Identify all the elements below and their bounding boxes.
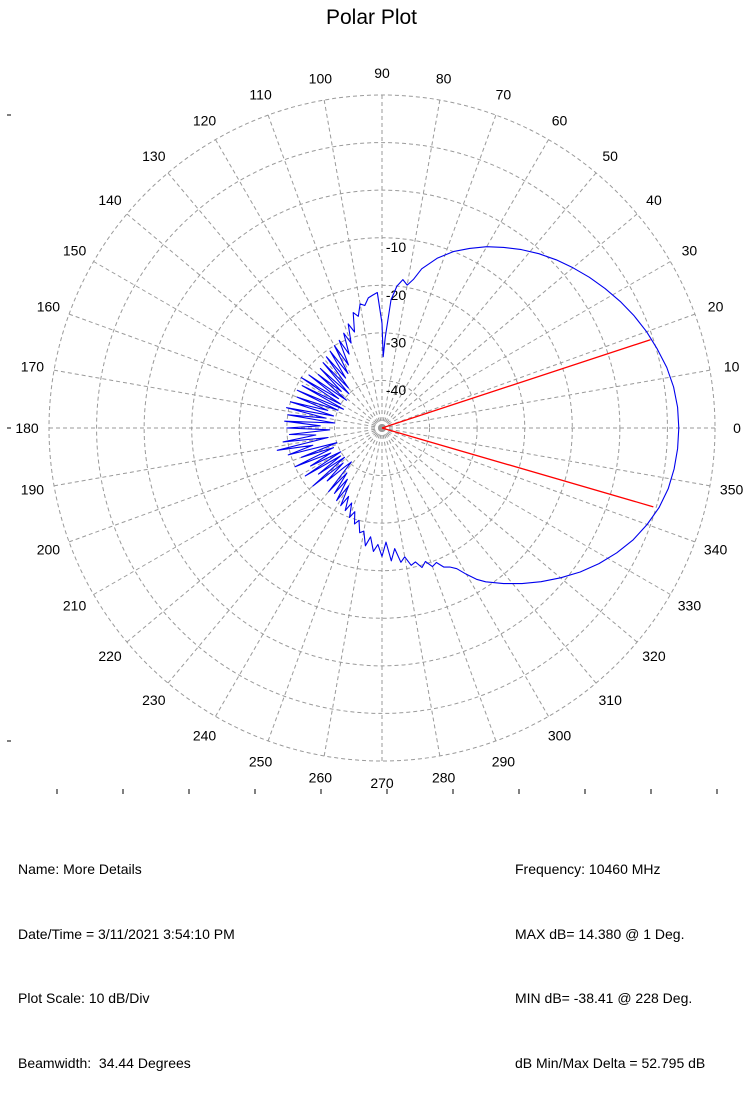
- grid-spoke: [381, 427, 597, 684]
- info-min-db: MIN dB= -38.41 @ 228 Deg.: [515, 990, 693, 1006]
- grid-circle: [96, 142, 668, 714]
- info-left-panel: Name: More Details Date/Time = 3/11/2021…: [18, 816, 235, 1096]
- beamwidth-line: [381, 427, 654, 508]
- info-max-db: MAX dB= 14.380 @ 1 Deg.: [515, 925, 685, 942]
- grid-spoke: [68, 313, 383, 429]
- angle-tick-label: 280: [432, 770, 456, 786]
- frame-ticks: [7, 114, 718, 794]
- grid-spoke: [126, 213, 383, 429]
- beamwidth-lines: [381, 339, 654, 508]
- angle-tick-label: 70: [496, 86, 512, 102]
- grid-spoke: [381, 427, 696, 543]
- angle-tick-label: 50: [602, 148, 618, 164]
- polar-grid: [48, 94, 716, 762]
- angle-tick-label: 160: [37, 299, 61, 315]
- angle-tick-label: 290: [492, 754, 516, 770]
- grid-spoke: [381, 427, 638, 643]
- grid-circle: [143, 189, 621, 667]
- info-right-panel: Frequency: 10460 MHz MAX dB= 14.380 @ 1 …: [515, 816, 705, 1096]
- grid-spoke: [381, 213, 638, 429]
- grid-spoke: [381, 313, 696, 429]
- grid-spoke: [381, 427, 497, 742]
- info-frequency: Frequency: 10460 MHz: [515, 861, 661, 877]
- angle-tick-label: 340: [704, 541, 728, 557]
- angle-tick-label: 90: [374, 65, 390, 81]
- grid-spoke: [381, 427, 671, 595]
- angle-tick-label: 240: [193, 727, 217, 743]
- angle-tick-label: 350: [720, 482, 743, 498]
- angle-tick-label: 330: [678, 598, 702, 614]
- angle-tick-label: 80: [436, 70, 452, 86]
- angle-tick-label: 0: [733, 420, 741, 436]
- angle-tick-label: 230: [142, 692, 166, 708]
- angle-tick-label: 110: [249, 86, 272, 102]
- angle-tick-label: 150: [63, 243, 87, 259]
- angle-tick-label: 190: [21, 482, 45, 498]
- angle-tick-label: 100: [309, 70, 333, 86]
- grid-spoke: [215, 427, 383, 717]
- polar-chart: 0 10 20 30 40 50 60 70 80 90 100 110 120 130 140 150 160…: [7, 65, 743, 794]
- angle-tick-label: 30: [682, 243, 698, 259]
- angle-tick-label: 60: [552, 113, 568, 129]
- angle-tick-label: 270: [370, 775, 394, 791]
- angle-tick-label: 120: [193, 113, 217, 129]
- pattern-series-line: [276, 246, 680, 585]
- radial-tick-labels: -10-20-30-40: [386, 239, 406, 398]
- angle-tick-label: 170: [21, 358, 45, 374]
- grid-circle: [333, 379, 431, 477]
- angle-tick-labels: 0 10 20 30 40 50 60 70 80 90 100 110 120 130 140 150 160…: [15, 65, 743, 791]
- angle-tick-label: 130: [142, 148, 166, 164]
- grid-spoke: [167, 427, 383, 684]
- grid-spoke: [167, 172, 383, 429]
- grid-spoke: [215, 139, 383, 429]
- angle-tick-label: 140: [98, 192, 122, 208]
- info-beamwidth: Beamwidth: 34.44 Degrees: [18, 1054, 191, 1071]
- angle-tick-label: 320: [642, 648, 666, 664]
- angle-tick-label: 180: [15, 420, 39, 436]
- angle-tick-label: 40: [646, 192, 662, 208]
- info-name: Name: More Details: [18, 861, 142, 877]
- grid-spoke: [126, 427, 383, 643]
- angle-tick-label: 310: [599, 692, 623, 708]
- grid-spoke: [381, 427, 549, 717]
- info-datetime: Date/Time = 3/11/2021 3:54:10 PM: [18, 925, 235, 942]
- angle-tick-label: 210: [63, 598, 87, 614]
- pattern-trace: [276, 246, 680, 585]
- info-delta: dB Min/Max Delta = 52.795 dB: [515, 1054, 706, 1071]
- grid-spoke: [381, 139, 549, 429]
- radial-tick-label: -30: [386, 334, 406, 350]
- radial-tick-label: -40: [386, 382, 406, 398]
- angle-tick-label: 200: [37, 541, 61, 557]
- grid-spoke: [381, 172, 597, 429]
- angle-tick-label: 300: [548, 727, 572, 743]
- angle-tick-label: 220: [98, 648, 122, 664]
- grid-spoke: [381, 261, 671, 429]
- angle-tick-label: 20: [708, 299, 724, 315]
- angle-tick-label: 250: [249, 754, 273, 770]
- angle-tick-label: 10: [724, 358, 740, 374]
- info-plot-scale: Plot Scale: 10 dB/Div: [18, 990, 150, 1006]
- chart-title: Polar Plot: [325, 6, 418, 29]
- angle-tick-label: 260: [309, 770, 333, 786]
- beamwidth-line: [381, 339, 651, 429]
- radial-tick-label: -10: [386, 239, 406, 255]
- grid-circle: [286, 332, 478, 524]
